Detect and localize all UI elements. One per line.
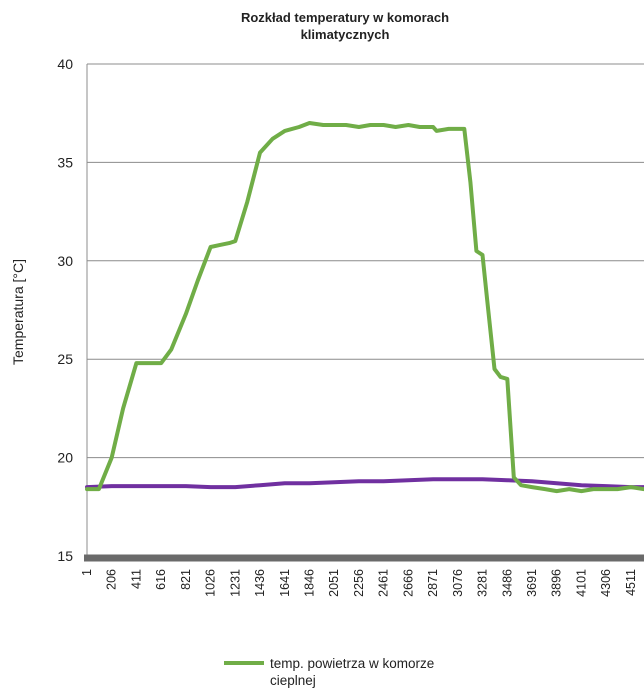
x-tick-label-2461: 2461 [377, 569, 391, 597]
x-tick-label-411: 411 [129, 569, 143, 589]
x-tick-label-4511: 4511 [624, 569, 638, 596]
x-tick-label-1026: 1026 [204, 569, 218, 597]
x-tick-label-616: 616 [154, 569, 168, 590]
x-tick-label-4306: 4306 [599, 569, 613, 597]
y-tick-label-20: 20 [57, 450, 73, 466]
y-tick-label-25: 25 [57, 351, 73, 367]
legend: temp. powietrza w komorze cieplnej [224, 656, 434, 688]
legend-label-line-1: temp. powietrza w komorze [270, 656, 434, 671]
y-axis-label: Temperatura [°C] [10, 259, 26, 365]
x-tick-label-3281: 3281 [476, 569, 490, 597]
x-tick-label-4101: 4101 [574, 569, 588, 597]
y-tick-label-15: 15 [57, 548, 73, 564]
x-tick-label-1641: 1641 [278, 569, 292, 597]
x-tick-label-2256: 2256 [352, 569, 366, 597]
y-tick-labels: 15 20 25 30 35 40 [57, 56, 73, 564]
chart-title-line-1: Rozkład temperatury w komorach [241, 10, 449, 25]
x-tick-label-3691: 3691 [525, 569, 539, 597]
x-tick-label-3896: 3896 [550, 569, 564, 597]
chart-title-line-2: klimatycznych [301, 27, 390, 42]
x-tick-label-821: 821 [179, 569, 193, 590]
y-tick-label-30: 30 [57, 253, 73, 269]
series-lines [85, 121, 644, 494]
x-tick-label-1: 1 [80, 569, 94, 576]
x-tick-label-206: 206 [105, 569, 119, 590]
x-tick-label-3076: 3076 [451, 569, 465, 597]
chart-title: Rozkład temperatury w komorach klimatycz… [241, 10, 449, 42]
x-tick-label-3486: 3486 [500, 569, 514, 597]
x-tick-label-2666: 2666 [401, 569, 415, 597]
series-line-2 [85, 477, 644, 490]
x-tick-label-1436: 1436 [253, 569, 267, 597]
series-line-1 [85, 121, 644, 494]
y-tick-label-40: 40 [57, 56, 73, 72]
grid-lines [87, 63, 644, 459]
x-tick-label-1231: 1231 [228, 569, 242, 597]
legend-label-line-2: cieplnej [270, 673, 316, 688]
x-tick-label-2871: 2871 [426, 569, 440, 597]
x-tick-label-1846: 1846 [302, 569, 316, 597]
x-tick-label-2051: 2051 [327, 569, 341, 597]
y-tick-label-35: 35 [57, 154, 73, 170]
axes [84, 64, 644, 562]
x-tick-labels: 1 206 411 616 821 1026 1231 1436 1641 1846 2051 225… [80, 569, 638, 597]
